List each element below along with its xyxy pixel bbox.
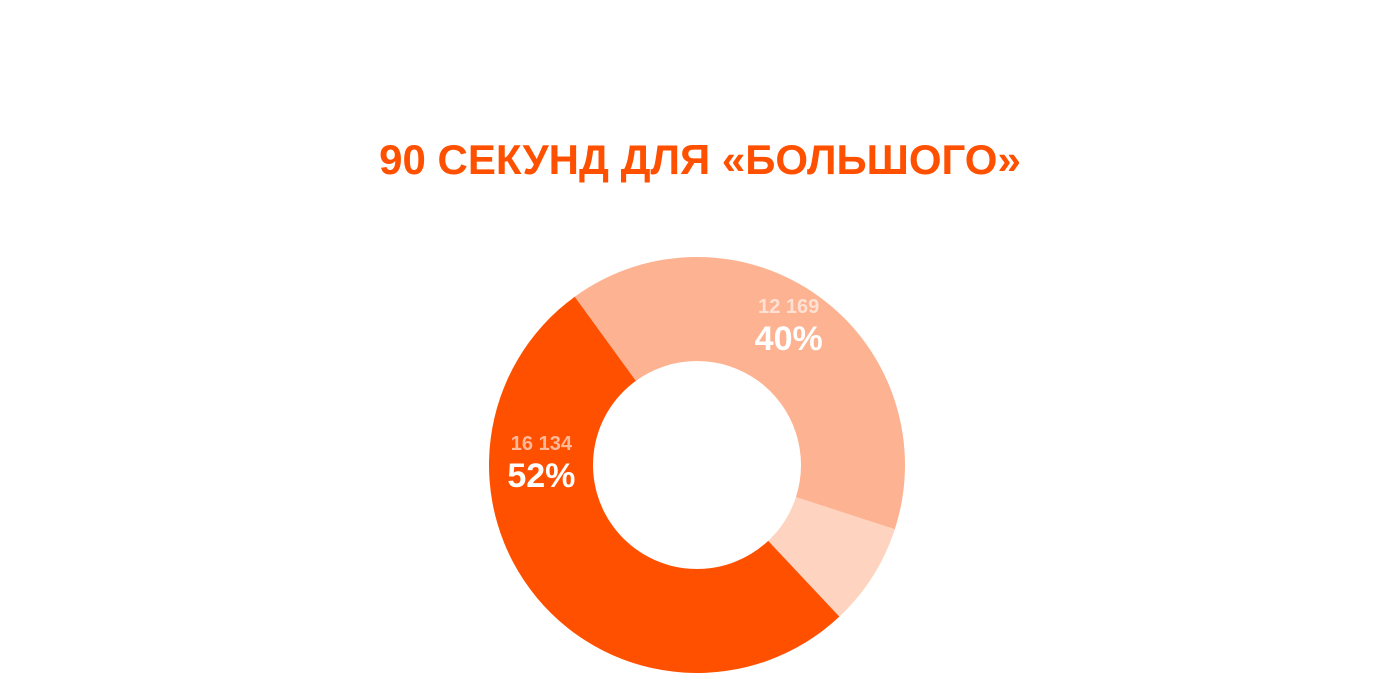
- count-label: 12 169: [758, 296, 819, 318]
- donut-slice: [768, 497, 895, 617]
- donut-slice: [489, 296, 840, 673]
- value-label: 40%: [755, 320, 823, 358]
- donut-slice: [574, 257, 906, 530]
- count-label: 16 134: [511, 433, 573, 455]
- chart-title: 90 СЕКУНД ДЛЯ «БОЛЬШОГО»: [379, 136, 1021, 183]
- value-label: 52%: [507, 457, 575, 495]
